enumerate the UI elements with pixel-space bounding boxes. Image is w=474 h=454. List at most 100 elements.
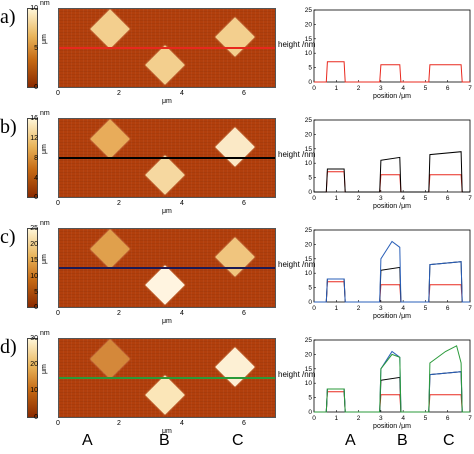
x-tick-label: 4 — [401, 415, 405, 422]
x-tick-label: 2 — [357, 305, 361, 312]
plot-frame — [313, 229, 471, 303]
x-tick-label: 5 — [424, 195, 428, 202]
colorbar-tick: 10 — [30, 387, 38, 394]
panel-label: a) — [0, 6, 16, 28]
colorbar-unit: nm — [40, 110, 50, 117]
afm-x-tick: 0 — [56, 420, 60, 427]
afm-y-unit: μm — [41, 34, 48, 44]
afm-image — [58, 118, 276, 198]
x-tick-label: 5 — [424, 415, 428, 422]
x-tick-label: 6 — [446, 195, 450, 202]
colorbar-tick: 30 — [30, 335, 38, 342]
colorbar — [27, 118, 38, 198]
x-tick-label: 0 — [312, 415, 316, 422]
afm-x-tick: 6 — [242, 90, 246, 97]
x-tick-label: 3 — [379, 415, 383, 422]
colorbar-tick: 0 — [34, 304, 38, 311]
colorbar-tick: 4 — [34, 175, 38, 182]
profile-series-line — [314, 61, 470, 83]
afm-image — [58, 8, 276, 88]
plot-frame — [313, 119, 471, 193]
column-label-a: A — [82, 432, 93, 449]
colorbar-tick: 20 — [30, 361, 38, 368]
y-tick-label: 15 — [305, 366, 313, 373]
afm-image — [58, 338, 276, 418]
scan-line — [59, 267, 275, 269]
panel-label: c) — [0, 226, 16, 248]
column-label-c: C — [232, 432, 244, 449]
afm-x-unit: μm — [162, 208, 172, 215]
y-tick-label: 15 — [305, 146, 313, 153]
y-tick-label: 20 — [305, 241, 313, 248]
afm-y-unit: μm — [41, 254, 48, 264]
colorbar-unit: nm — [40, 220, 50, 227]
colorbar-tick: 5 — [34, 45, 38, 52]
profile-series-line — [314, 350, 470, 413]
y-tick-label: 0 — [308, 409, 312, 416]
x-tick-label: 6 — [446, 85, 450, 92]
height-label: height /nm — [278, 370, 316, 379]
scan-line — [59, 47, 275, 49]
y-tick-label: 25 — [305, 227, 313, 234]
afm-x-tick: 0 — [56, 200, 60, 207]
x-tick-label: 5 — [424, 305, 428, 312]
profile-label-b: B — [397, 432, 408, 449]
afm-x-tick: 2 — [117, 310, 121, 317]
x-tick-label: 4 — [401, 195, 405, 202]
colorbar-tick: 25 — [30, 225, 38, 232]
colorbar-tick: 0 — [34, 194, 38, 201]
x-axis-label: position /μm — [373, 313, 411, 320]
colorbar-tick: 10 — [30, 273, 38, 280]
y-tick-label: 10 — [305, 50, 313, 57]
x-tick-label: 5 — [424, 85, 428, 92]
scan-line — [59, 377, 275, 379]
panel-label: b) — [0, 116, 17, 138]
plot-frame — [313, 339, 471, 413]
profile-label-c: C — [443, 432, 455, 449]
afm-x-tick: 2 — [117, 200, 121, 207]
y-tick-label: 5 — [308, 175, 312, 182]
afm-x-tick: 2 — [117, 420, 121, 427]
x-tick-label: 7 — [468, 195, 472, 202]
colorbar-tick: 5 — [34, 289, 38, 296]
y-tick-label: 20 — [305, 351, 313, 358]
x-tick-label: 7 — [468, 85, 472, 92]
y-tick-label: 10 — [305, 380, 313, 387]
y-tick-label: 5 — [308, 65, 312, 72]
y-tick-label: 5 — [308, 395, 312, 402]
x-tick-label: 6 — [446, 415, 450, 422]
x-tick-label: 1 — [334, 415, 338, 422]
y-tick-label: 25 — [305, 7, 313, 14]
colorbar — [27, 338, 38, 418]
afm-x-tick: 6 — [242, 200, 246, 207]
column-label-b: B — [159, 432, 170, 449]
afm-y-unit: μm — [41, 364, 48, 374]
x-tick-label: 7 — [468, 415, 472, 422]
colorbar — [27, 228, 38, 308]
height-profile-plot: 0 5 10 15 20 25 0 1 2 3 4 5 6 7 position /μm — [305, 227, 472, 320]
profile-series-line — [314, 391, 470, 413]
x-tick-label: 4 — [401, 85, 405, 92]
afm-x-tick: 0 — [56, 310, 60, 317]
x-axis-label: position /μm — [373, 203, 411, 210]
x-tick-label: 1 — [334, 195, 338, 202]
profile-series-line — [314, 281, 470, 303]
y-tick-label: 25 — [305, 337, 313, 344]
y-tick-label: 15 — [305, 256, 313, 263]
panel-b: b) nm 16 12 8 4 0 μm 0 2 4 6 μm height /… — [0, 110, 474, 220]
x-tick-label: 4 — [401, 305, 405, 312]
y-tick-label: 25 — [305, 117, 313, 124]
x-tick-label: 2 — [357, 195, 361, 202]
afm-x-tick: 4 — [180, 90, 184, 97]
x-tick-label: 0 — [312, 195, 316, 202]
colorbar — [27, 8, 38, 88]
afm-x-tick: 0 — [56, 90, 60, 97]
afm-image — [58, 228, 276, 308]
y-tick-label: 15 — [305, 36, 313, 43]
height-label: height /nm — [278, 260, 316, 269]
y-tick-label: 10 — [305, 160, 313, 167]
plot-frame — [313, 9, 471, 83]
height-label: height /nm — [278, 150, 316, 159]
profile-series-line — [314, 345, 470, 413]
